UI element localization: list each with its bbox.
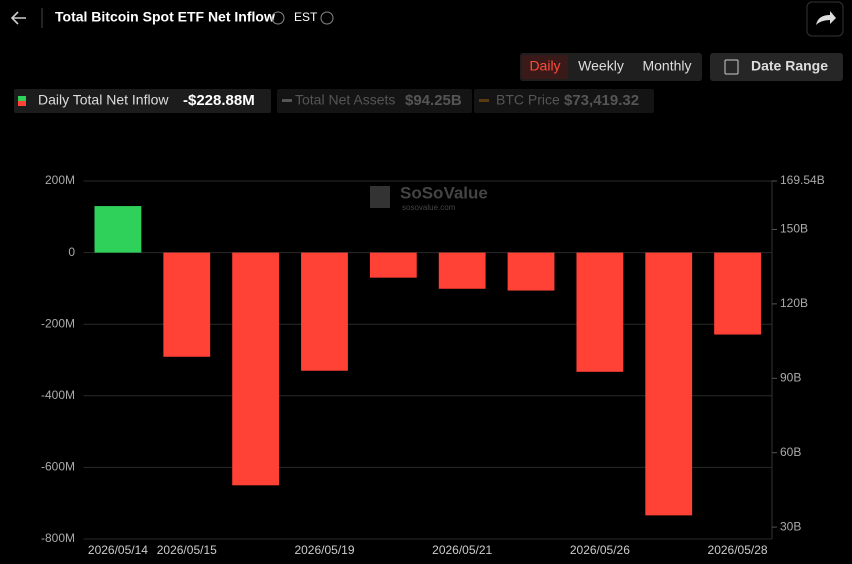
- x-tick-label: 2026/05/28: [708, 543, 768, 557]
- y2-tick-label: 120B: [780, 296, 808, 310]
- bar: [438, 252, 486, 289]
- info-icon[interactable]: [271, 11, 285, 25]
- legend-value: $73,419.32: [564, 92, 639, 109]
- bar: [645, 252, 693, 516]
- y2-tick-label: 60B: [780, 445, 801, 459]
- period-button[interactable]: Daily: [529, 58, 560, 74]
- legend: Daily Total Net Inflow -$228.88M Total Net…: [14, 89, 654, 113]
- bar: [94, 206, 142, 253]
- title: Total Bitcoin Spot ETF Net Inflow: [55, 9, 275, 25]
- bar: [507, 252, 555, 291]
- x-tick-label: 2026/05/15: [157, 543, 217, 557]
- legend-box: [277, 89, 472, 113]
- bar: [163, 252, 211, 357]
- legend-box: [14, 89, 271, 113]
- y-tick-label: 200M: [45, 173, 75, 187]
- timezone: EST: [294, 10, 318, 24]
- x-tick-label: 2026/05/19: [294, 543, 354, 557]
- legend-swatch: [479, 99, 489, 102]
- bar: [301, 252, 348, 371]
- watermark-sub: sosovalue.com: [402, 203, 456, 212]
- x-tick-label: 2026/05/14: [88, 543, 148, 557]
- x-tick-label: 2026/05/26: [570, 543, 630, 557]
- date-range-label: Date Range: [751, 58, 828, 74]
- legend-value: -$228.88M: [183, 92, 255, 109]
- legend-swatch: [282, 99, 292, 102]
- legend-value: $94.25B: [405, 92, 462, 109]
- calendar-icon: [724, 59, 739, 75]
- bar: [232, 252, 280, 486]
- period-active: [522, 55, 568, 79]
- bar: [576, 252, 624, 372]
- period-button[interactable]: Weekly: [578, 58, 624, 74]
- share-icon: [816, 11, 836, 25]
- legend-box: [474, 89, 654, 113]
- y2-tick-label: 90B: [780, 370, 801, 384]
- back-icon[interactable]: [10, 11, 26, 25]
- y-tick-label: 0: [68, 245, 75, 259]
- legend-swatch: [18, 96, 26, 101]
- legend-label: Daily Total Net Inflow: [38, 92, 169, 108]
- bar: [714, 252, 761, 335]
- y2-tick-label: 30B: [780, 519, 801, 533]
- date-range-button[interactable]: [710, 53, 843, 81]
- y-tick-label: -400M: [41, 388, 75, 402]
- legend-label: Total Net Assets: [295, 92, 395, 108]
- legend-label: BTC Price: [496, 92, 560, 108]
- y2-tick-label: 150B: [780, 222, 808, 236]
- watermark: SoSoValue: [400, 183, 488, 202]
- y-tick-label: -600M: [41, 460, 75, 474]
- period-button[interactable]: Monthly: [642, 58, 691, 74]
- y2-tick-label: 169.54B: [780, 173, 825, 187]
- legend-swatch: [18, 101, 26, 106]
- bar: [369, 252, 417, 278]
- y-tick-label: -800M: [41, 531, 75, 545]
- x-tick-label: 2026/05/21: [432, 543, 492, 557]
- y-tick-label: -200M: [41, 316, 75, 330]
- watermark-logo: [370, 186, 390, 208]
- info-icon[interactable]: [320, 11, 334, 25]
